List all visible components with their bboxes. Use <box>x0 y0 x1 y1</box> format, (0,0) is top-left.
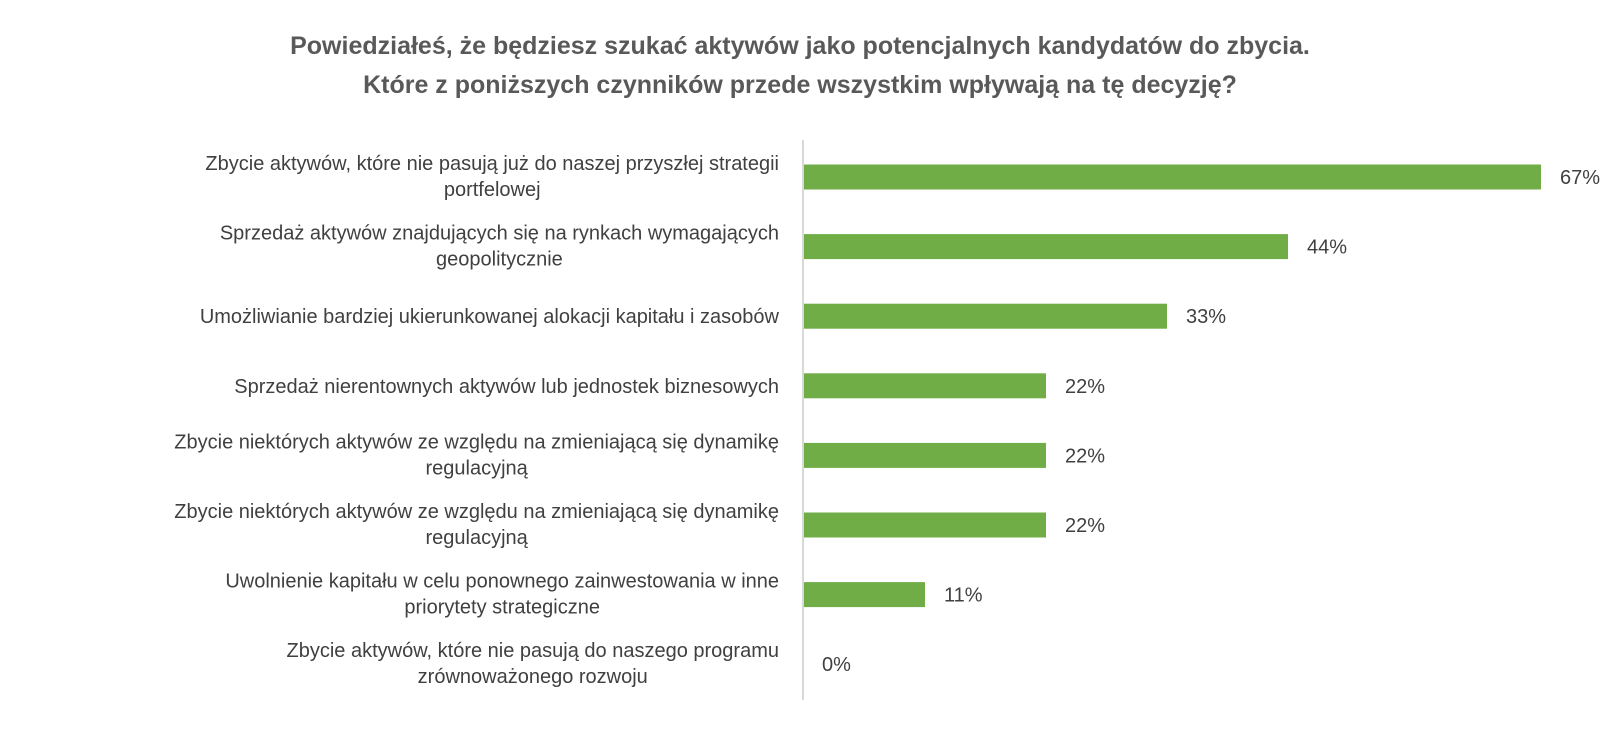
bar <box>804 303 1167 329</box>
category-label: regulacyjną <box>425 527 528 549</box>
category-label: Umożliwianie bardziej ukierunkowanej alo… <box>200 306 780 328</box>
category-label: Zbycie niektórych aktywów ze względu na … <box>174 501 779 523</box>
category-label: zrównoważonego rozwoju <box>418 666 648 688</box>
category-label: portfelowej <box>444 179 541 201</box>
category-label: Sprzedaż aktywów znajdujących się na ryn… <box>220 223 779 245</box>
data-label: 33% <box>1186 306 1226 328</box>
data-label: 44% <box>1307 237 1347 259</box>
category-label: Zbycie aktywów, które nie pasują do nasz… <box>287 640 780 662</box>
category-label: Zbycie niektórych aktywów ze względu na … <box>174 431 779 453</box>
data-label: 11% <box>944 585 983 607</box>
category-label: geopolitycznie <box>436 249 563 271</box>
chart-title-line-1: Powiedziałeś, że będziesz szukać aktywów… <box>290 32 1310 60</box>
category-label: Sprzedaż nierentownych aktywów lub jedno… <box>234 376 779 398</box>
data-label: 0% <box>822 654 851 676</box>
data-label: 22% <box>1065 376 1105 398</box>
chart-title-line-2: Które z poniższych czynników przede wszy… <box>363 71 1237 99</box>
category-label: priorytety strategiczne <box>404 597 600 619</box>
bar <box>804 373 1046 399</box>
bar <box>804 234 1288 260</box>
bar <box>804 164 1541 190</box>
bar <box>804 582 925 608</box>
category-label: Uwolnienie kapitału w celu ponownego zai… <box>225 571 779 593</box>
category-label: regulacyjną <box>425 457 528 479</box>
data-label: 22% <box>1065 445 1105 467</box>
bar <box>804 512 1046 538</box>
data-label: 67% <box>1560 167 1600 189</box>
bar <box>804 442 1046 468</box>
category-label: Zbycie aktywów, które nie pasują już do … <box>205 153 779 175</box>
data-label: 22% <box>1065 515 1105 537</box>
